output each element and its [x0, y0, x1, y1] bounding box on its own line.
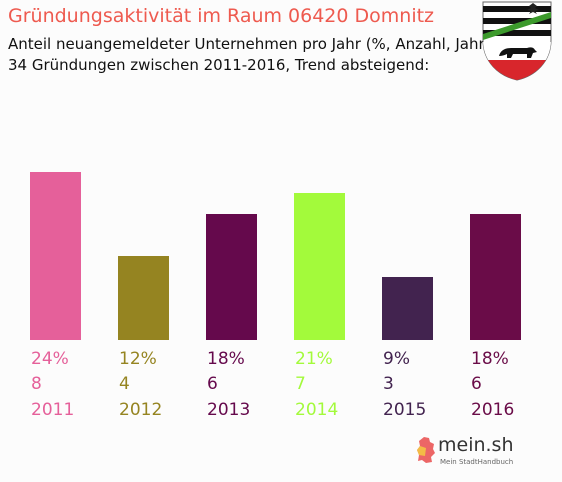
year-label-2011: 2011 — [31, 400, 74, 420]
percent-label-2014: 21% — [295, 349, 333, 369]
bar-2012 — [118, 256, 169, 340]
bar-2015 — [382, 277, 433, 340]
count-label-2014: 7 — [295, 374, 306, 394]
year-label-2012: 2012 — [119, 400, 162, 420]
year-label-2016: 2016 — [471, 400, 514, 420]
bar-2014 — [294, 193, 345, 340]
chart-subtitle: Anteil neuangemeldeter Unternehmen pro J… — [8, 35, 491, 53]
chart-title: Gründungsaktivität im Raum 06420 Domnitz — [8, 5, 435, 27]
percent-label-2016: 18% — [471, 349, 509, 369]
count-label-2013: 6 — [207, 374, 218, 394]
percent-label-2011: 24% — [31, 349, 69, 369]
year-label-2015: 2015 — [383, 400, 426, 420]
logo-tagline: Mein StadtHandbuch — [440, 458, 514, 466]
bar-2011 — [30, 172, 81, 340]
count-label-2011: 8 — [31, 374, 42, 394]
count-label-2015: 3 — [383, 374, 394, 394]
percent-label-2015: 9% — [383, 349, 410, 369]
year-label-2013: 2013 — [207, 400, 250, 420]
logo-name: mein.sh — [438, 434, 514, 456]
count-label-2016: 6 — [471, 374, 482, 394]
bar-2016 — [470, 214, 521, 340]
percent-label-2013: 18% — [207, 349, 245, 369]
percent-label-2012: 12% — [119, 349, 157, 369]
year-label-2014: 2014 — [295, 400, 338, 420]
count-label-2012: 4 — [119, 374, 130, 394]
bar-2013 — [206, 214, 257, 340]
germany-map-icon — [417, 437, 435, 463]
chart-summary: 34 Gründungen zwischen 2011-2016, Trend … — [8, 56, 430, 74]
coat-of-arms-icon — [482, 1, 552, 81]
mein-sh-logo[interactable]: mein.sh Mein StadtHandbuch — [414, 432, 526, 474]
